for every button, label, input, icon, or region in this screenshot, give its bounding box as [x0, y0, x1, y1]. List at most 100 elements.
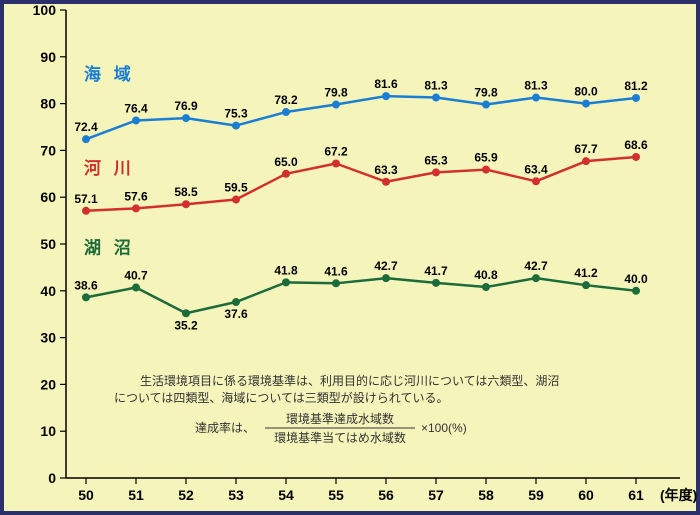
data-label: 35.2	[174, 318, 198, 332]
data-label: 57.6	[124, 189, 148, 203]
x-tick-label: 52	[178, 487, 194, 503]
data-label: 67.2	[324, 145, 348, 159]
data-label: 65.0	[274, 155, 298, 169]
x-tick-label: 51	[128, 487, 144, 503]
data-label: 79.8	[474, 86, 498, 100]
data-label: 59.5	[224, 181, 248, 195]
x-tick-label: 55	[328, 487, 344, 503]
data-label: 65.3	[424, 153, 448, 167]
series-marker	[332, 279, 340, 287]
data-label: 42.7	[374, 259, 398, 273]
x-tick-label: 54	[278, 487, 294, 503]
series-marker	[332, 101, 340, 109]
y-tick-label: 90	[40, 49, 56, 65]
series-marker	[432, 279, 440, 287]
data-label: 58.5	[174, 185, 198, 199]
series-marker	[132, 284, 140, 292]
x-tick-label: 58	[478, 487, 494, 503]
formula-prefix: 達成率は、	[195, 420, 255, 435]
data-label: 38.6	[74, 278, 98, 292]
formula-numerator: 環境基準達成水域数	[286, 411, 394, 426]
data-label: 41.7	[424, 264, 448, 278]
series-marker	[582, 157, 590, 165]
x-tick-label: 60	[578, 487, 594, 503]
data-label: 68.6	[624, 138, 648, 152]
data-label: 40.0	[624, 272, 648, 286]
series-marker	[282, 108, 290, 116]
series-label: 湖 沼	[84, 237, 135, 257]
data-label: 40.8	[474, 268, 498, 282]
data-label: 42.7	[524, 259, 548, 273]
series-marker	[82, 293, 90, 301]
series-marker	[582, 100, 590, 108]
formula-suffix: ×100(%)	[421, 421, 467, 435]
x-axis-unit-label: (年度)	[660, 487, 697, 503]
series-marker	[82, 207, 90, 215]
y-tick-label: 10	[40, 423, 56, 439]
series-marker	[482, 101, 490, 109]
data-label: 65.9	[474, 151, 498, 165]
y-tick-label: 70	[40, 142, 56, 158]
series-marker	[82, 135, 90, 143]
data-label: 76.9	[174, 99, 198, 113]
series-marker	[182, 200, 190, 208]
data-label: 80.0	[574, 85, 598, 99]
data-label: 37.6	[224, 307, 248, 321]
series-marker	[182, 114, 190, 122]
y-tick-label: 80	[40, 96, 56, 112]
note-line-2: については四類型、海域については三類型が設けられている。	[114, 390, 448, 405]
y-tick-label: 40	[40, 283, 56, 299]
series-marker	[332, 160, 340, 168]
formula-denominator: 環境基準当てはめ水域数	[274, 430, 406, 445]
data-label: 75.3	[224, 107, 248, 121]
data-label: 67.7	[574, 142, 598, 156]
series-marker	[482, 283, 490, 291]
series-marker	[532, 177, 540, 185]
series-marker	[232, 196, 240, 204]
x-tick-label: 59	[528, 487, 544, 503]
series-marker	[582, 281, 590, 289]
x-tick-label: 61	[628, 487, 644, 503]
series-marker	[532, 94, 540, 102]
series-marker	[232, 122, 240, 130]
x-tick-label: 56	[378, 487, 394, 503]
x-tick-label: 53	[228, 487, 244, 503]
series-marker	[482, 166, 490, 174]
series-marker	[382, 178, 390, 186]
data-label: 81.3	[424, 79, 448, 93]
note-line-1: 生活環境項目に係る環境基準は、利用目的に応じ河川については六類型、湖沼	[140, 373, 559, 388]
data-label: 81.2	[624, 79, 648, 93]
series-marker	[232, 298, 240, 306]
series-marker	[382, 274, 390, 282]
series-marker	[632, 94, 640, 102]
chart-container: 0102030405060708090100505152535455565758…	[0, 0, 700, 515]
line-chart: 0102030405060708090100505152535455565758…	[0, 0, 700, 515]
data-label: 76.4	[124, 101, 148, 115]
data-label: 72.4	[74, 120, 98, 134]
series-marker	[132, 116, 140, 124]
data-label: 79.8	[324, 86, 348, 100]
series-marker	[632, 287, 640, 295]
y-tick-label: 50	[40, 236, 56, 252]
data-label: 81.3	[524, 79, 548, 93]
x-tick-label: 57	[428, 487, 444, 503]
y-tick-label: 0	[48, 470, 56, 486]
y-tick-label: 30	[40, 330, 56, 346]
data-label: 57.1	[74, 192, 98, 206]
series-marker	[432, 168, 440, 176]
data-label: 78.2	[274, 93, 298, 107]
series-label: 海 域	[84, 64, 135, 84]
data-label: 41.6	[324, 264, 348, 278]
data-label: 40.7	[124, 269, 148, 283]
series-marker	[632, 153, 640, 161]
series-marker	[282, 278, 290, 286]
data-label: 63.3	[374, 163, 398, 177]
y-tick-label: 60	[40, 189, 56, 205]
series-label: 河 川	[84, 159, 135, 178]
x-tick-label: 50	[78, 487, 94, 503]
data-label: 41.8	[274, 263, 298, 277]
data-label: 63.4	[524, 162, 548, 176]
data-label: 41.2	[574, 266, 598, 280]
series-marker	[382, 92, 390, 100]
series-marker	[182, 309, 190, 317]
